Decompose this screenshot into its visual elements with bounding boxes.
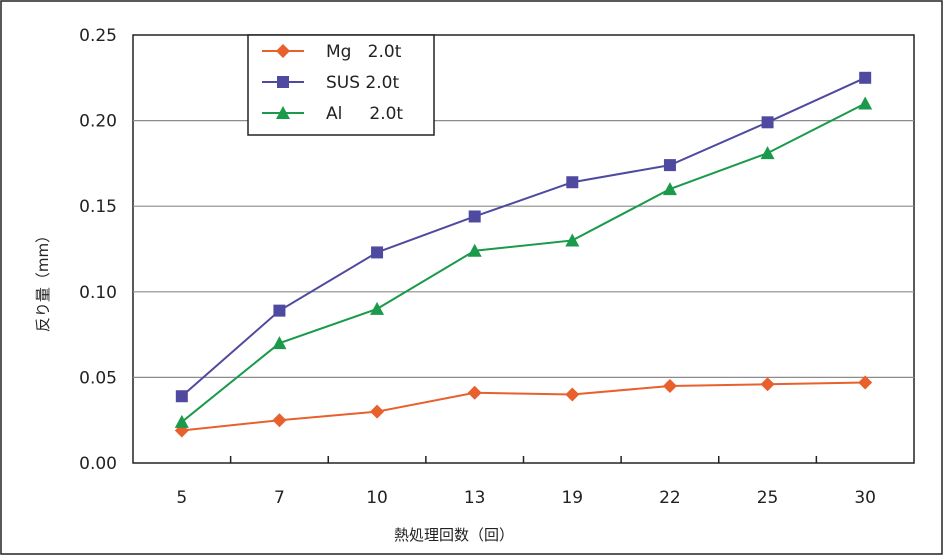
y-tick-label: 0.00 xyxy=(79,454,117,474)
x-tick-label: 25 xyxy=(757,488,779,508)
data-point xyxy=(662,182,677,196)
legend-label: Al 2.0t xyxy=(326,104,403,124)
series-layer xyxy=(174,71,873,438)
series-line xyxy=(181,381,866,432)
y-tick-label: 0.10 xyxy=(79,283,117,303)
y-tick-label: 0.15 xyxy=(79,197,117,217)
y-axis-title: 反り量（mm） xyxy=(34,228,52,332)
data-point xyxy=(371,246,384,259)
y-axis-ticks: 0.00 0.05 0.10 0.15 0.20 0.25 xyxy=(79,26,117,474)
data-point xyxy=(565,233,580,247)
data-point xyxy=(565,387,580,402)
data-point xyxy=(858,375,873,390)
x-tick-label: 7 xyxy=(274,488,285,508)
data-point xyxy=(760,146,775,160)
series-diamond xyxy=(174,375,873,438)
data-point xyxy=(370,301,385,315)
x-tick-label: 19 xyxy=(561,488,583,508)
legend-marker xyxy=(276,106,290,119)
data-point xyxy=(468,210,481,223)
legend-item: SUS 2.0t xyxy=(262,73,399,93)
x-tick-label: 13 xyxy=(464,488,486,508)
data-point xyxy=(761,116,774,129)
data-point xyxy=(663,159,676,172)
legend-marker xyxy=(277,76,289,88)
x-axis-title: 熱処理回数（回） xyxy=(394,526,514,544)
x-tick-label: 10 xyxy=(366,488,388,508)
data-point xyxy=(858,96,873,110)
legend: Mg 2.0t SUS 2.0t Al 2.0t xyxy=(247,34,435,136)
data-point xyxy=(273,304,286,317)
data-point xyxy=(566,176,579,189)
data-point xyxy=(467,243,482,257)
data-point xyxy=(467,385,482,400)
legend-item: Mg 2.0t xyxy=(262,42,402,62)
legend-marker xyxy=(276,44,290,58)
series-triangle xyxy=(174,96,873,428)
data-point xyxy=(174,414,189,428)
data-point xyxy=(175,390,188,403)
x-tick-label: 30 xyxy=(854,488,876,508)
series-line xyxy=(181,102,866,423)
data-point xyxy=(272,413,287,428)
y-tick-label: 0.25 xyxy=(79,26,117,46)
data-point xyxy=(370,404,385,419)
data-point xyxy=(662,378,677,393)
x-axis-ticks: 5 7 10 13 19 22 25 30 xyxy=(176,456,876,508)
legend-label: Mg 2.0t xyxy=(326,42,402,62)
series-line xyxy=(181,76,866,397)
y-tick-label: 0.05 xyxy=(79,368,117,388)
data-point xyxy=(272,336,287,350)
data-point xyxy=(760,377,775,392)
x-tick-label: 5 xyxy=(176,488,187,508)
y-tick-label: 0.20 xyxy=(79,112,117,132)
x-tick-label: 22 xyxy=(659,488,681,508)
data-point xyxy=(859,71,872,84)
legend-item: Al 2.0t xyxy=(262,104,403,124)
legend-label: SUS 2.0t xyxy=(326,73,399,93)
series-square xyxy=(175,71,872,403)
